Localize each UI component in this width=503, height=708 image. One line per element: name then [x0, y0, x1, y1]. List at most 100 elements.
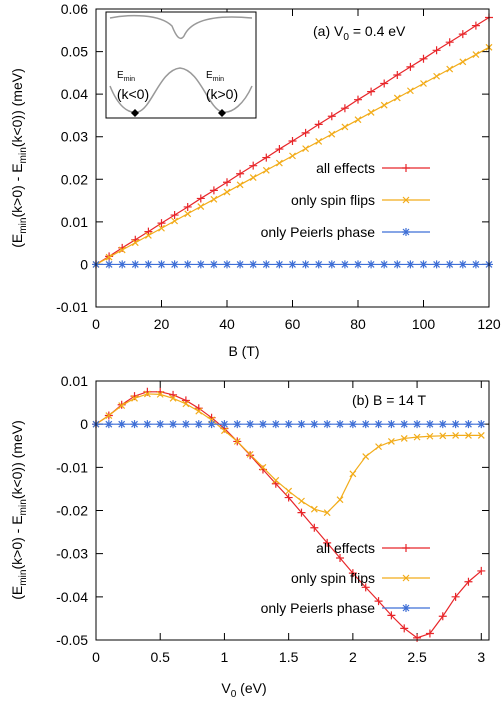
- data-point: [144, 232, 152, 239]
- data-point: [341, 123, 349, 131]
- inset-label: Emin: [117, 70, 135, 83]
- data-point: [471, 260, 480, 269]
- legend-label: only Peierls phase: [261, 600, 376, 616]
- text-part: (b) B = 14 T: [352, 392, 427, 408]
- data-point: [181, 420, 190, 429]
- data-point: [236, 181, 244, 189]
- y-tick-label: -0.01: [56, 459, 88, 475]
- data-point: [249, 161, 258, 170]
- text-part: min: [213, 76, 224, 83]
- data-point: [471, 21, 480, 30]
- data-point: [223, 260, 231, 269]
- data-point: [393, 260, 402, 269]
- data-point: [375, 443, 382, 451]
- data-point: [315, 137, 323, 145]
- y-tick-label: -0.03: [56, 546, 88, 562]
- data-point: [432, 46, 441, 55]
- data-point: [413, 433, 421, 441]
- data-point: [464, 577, 473, 586]
- data-point: [400, 420, 409, 429]
- inset-curve: [109, 67, 253, 114]
- y-tick-label: 0.03: [61, 129, 88, 145]
- data-point: [327, 112, 336, 121]
- data-point: [196, 260, 205, 269]
- data-point: [420, 80, 427, 87]
- data-point: [314, 260, 323, 269]
- x-axis-label: V0 (eV): [221, 680, 266, 700]
- data-point: [380, 79, 389, 88]
- data-point: [297, 508, 306, 517]
- data-point: [184, 210, 192, 218]
- data-point: [323, 509, 331, 517]
- legend-marker: [402, 574, 410, 582]
- data-point: [262, 153, 271, 162]
- legend-marker: [402, 196, 410, 204]
- data-point: [118, 246, 126, 254]
- data-point: [336, 553, 345, 562]
- data-point: [438, 420, 447, 429]
- data-point: [336, 496, 344, 504]
- legend-marker: [402, 604, 410, 612]
- data-point: [195, 407, 203, 415]
- y-tick-label: 0.05: [61, 44, 88, 60]
- legend-marker: [402, 164, 410, 172]
- data-point: [169, 394, 177, 402]
- x-tick-label: 1: [221, 649, 229, 665]
- data-point: [246, 420, 255, 429]
- data-point: [288, 260, 297, 269]
- data-point: [169, 420, 178, 429]
- x-tick-label: 1.5: [279, 649, 299, 665]
- data-point: [183, 202, 192, 211]
- x-tick-label: 60: [285, 316, 301, 332]
- data-point: [157, 260, 166, 269]
- y-tick-label: 0.02: [61, 171, 88, 187]
- data-point: [209, 260, 218, 269]
- data-point: [285, 487, 293, 495]
- data-point: [387, 420, 396, 429]
- data-point: [271, 420, 280, 429]
- data-point: [197, 203, 205, 210]
- data-point: [472, 51, 480, 58]
- data-point: [105, 260, 114, 269]
- data-point: [104, 420, 113, 429]
- data-point: [438, 612, 447, 621]
- text-part: min: [124, 76, 135, 83]
- data-point: [223, 178, 231, 187]
- data-point: [258, 420, 267, 429]
- data-point: [246, 451, 255, 460]
- data-point: [171, 217, 179, 225]
- data-point: [246, 450, 254, 458]
- text-part: (k>0) - E: [9, 515, 25, 569]
- data-point: [433, 72, 441, 80]
- data-point: [249, 260, 258, 269]
- inset-curve: [109, 14, 253, 40]
- data-point: [452, 431, 460, 439]
- data-point: [158, 224, 165, 232]
- x-tick-label: 80: [350, 316, 366, 332]
- data-point: [233, 438, 241, 445]
- text-part: (eV): [236, 680, 266, 696]
- data-point: [380, 101, 388, 109]
- text-part: min: [18, 147, 29, 163]
- data-point: [367, 87, 376, 96]
- plot-frame: [95, 8, 490, 308]
- data-point: [182, 400, 190, 408]
- data-point: [310, 420, 319, 429]
- text-part: min: [18, 499, 29, 515]
- text-part: (E: [9, 586, 25, 600]
- data-point: [207, 420, 216, 429]
- data-point: [413, 420, 422, 429]
- data-point: [130, 420, 139, 429]
- data-point: [144, 260, 153, 269]
- data-point: [477, 566, 486, 575]
- text-part: 0: [343, 32, 349, 43]
- data-point: [393, 94, 401, 102]
- data-point: [144, 227, 153, 236]
- data-point: [156, 390, 164, 398]
- data-point: [477, 431, 485, 439]
- text-part: V: [221, 680, 231, 696]
- data-point: [340, 104, 349, 113]
- data-point: [310, 523, 319, 532]
- inset-label: Emin: [206, 70, 224, 83]
- legend-marker: [402, 228, 410, 236]
